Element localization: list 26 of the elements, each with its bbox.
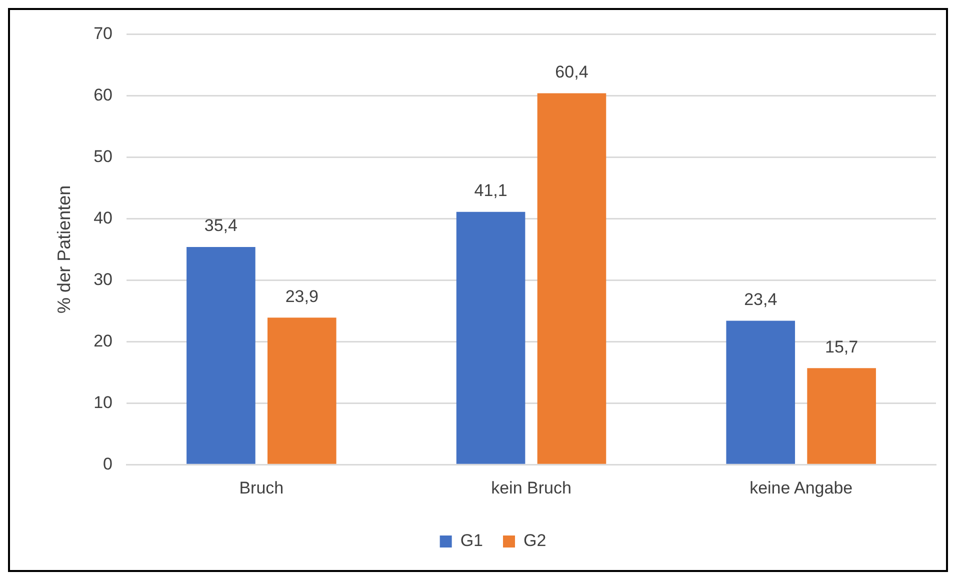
bar: [726, 320, 796, 464]
y-tick-label: 40: [94, 208, 113, 228]
bar: [537, 93, 606, 464]
y-tick-label: 20: [94, 331, 113, 350]
bar: [807, 368, 876, 464]
data-label: 41,1: [474, 181, 508, 200]
y-tick-label: 50: [94, 146, 113, 166]
bar: [456, 212, 526, 464]
y-tick-label: 70: [94, 24, 113, 43]
data-label: 15,7: [825, 337, 858, 356]
y-tick-label: 10: [94, 392, 113, 412]
data-label: 35,4: [204, 216, 238, 236]
data-label: 23,4: [744, 290, 778, 309]
legend-label: G2: [524, 531, 546, 550]
y-tick-label: 60: [94, 85, 113, 104]
legend-label: G1: [460, 531, 484, 550]
bar: [267, 318, 336, 464]
y-tick-label: 0: [103, 454, 113, 474]
data-label: 60,4: [555, 62, 588, 82]
bar: [186, 246, 256, 464]
data-label: 23,9: [285, 286, 318, 306]
x-tick-label: kein Bruch: [491, 478, 572, 498]
y-axis-title: % der Patienten: [54, 185, 74, 314]
y-tick-label: 30: [94, 270, 113, 289]
x-tick-label: Bruch: [239, 478, 284, 498]
x-tick-label: keine Angabe: [750, 478, 853, 498]
